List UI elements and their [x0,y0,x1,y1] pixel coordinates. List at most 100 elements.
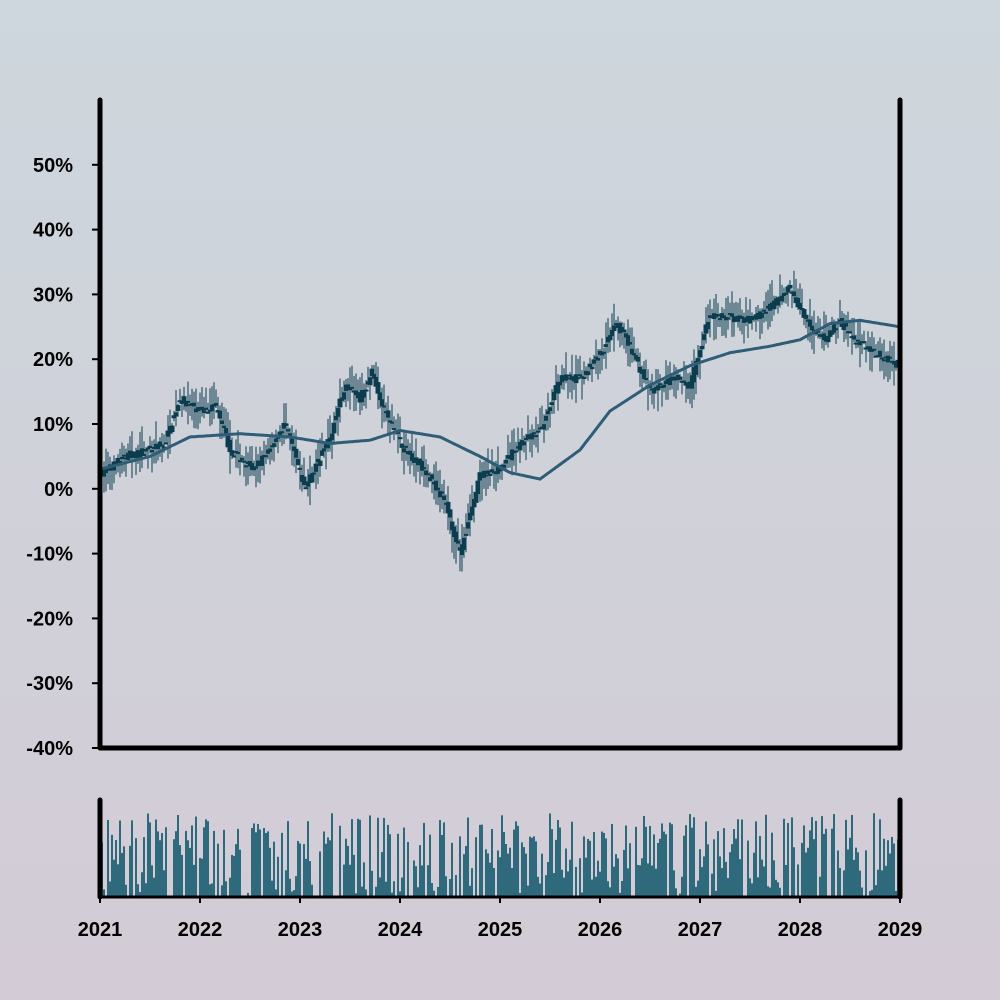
volume-bar [847,849,849,897]
candle-body [101,469,107,477]
candle-body [545,410,551,415]
volume-bar [247,892,249,897]
candle-body [469,506,475,516]
volume-bar [801,842,803,897]
candle-body [847,331,853,334]
candle-body [173,412,179,417]
volume-bar [675,888,677,897]
candle-body [807,319,813,327]
candle-body [799,308,805,311]
candle-body [361,390,367,398]
candle-body [349,386,355,389]
y-tick-label: 0% [44,479,73,501]
candle-body [331,422,337,434]
candle-body [529,433,535,440]
candle-body [437,491,443,498]
volume-bar [481,824,483,897]
candle-body [565,377,571,380]
volume-bar [607,881,609,897]
volume-bar [431,883,433,897]
volume-bar [793,847,795,897]
volume-bar [593,832,595,897]
volume-bar [379,877,381,897]
volume-bar [115,840,117,897]
candle-body [267,448,273,452]
volume-bar [565,848,567,897]
volume-bar [251,828,253,897]
candle-body [829,332,835,335]
volume-bar [237,828,239,897]
candle-body [761,309,767,312]
volume-bar [137,884,139,897]
candle-body [543,415,549,421]
candle-body [425,473,431,476]
candle-body [791,291,797,297]
volume-bar [639,865,641,897]
candle-body [635,356,641,362]
volume-bar [641,858,643,897]
candle-body [209,404,215,412]
candle-body [625,335,631,346]
volume-bar [617,858,619,897]
candle-body [549,402,555,406]
volume-bar [311,884,313,897]
candle-body [377,392,383,401]
volume-bar [401,877,403,897]
volume-bar [845,819,847,897]
candle-body [531,432,537,435]
volume-bar [653,834,655,897]
volume-bar [759,835,761,897]
volume-bar [893,843,895,897]
candle-body [867,346,873,352]
volume-bar [557,820,559,897]
volume-bar [671,824,673,897]
candle-body [145,447,151,450]
y-tick-label: 30% [33,284,73,306]
volume-bar [843,870,845,897]
candle-body [435,487,441,491]
volume-bar [717,831,719,897]
volume-bar [807,847,809,897]
candle-body [513,450,519,453]
volume-bar [563,877,565,897]
candle-body [809,325,815,331]
candle-body [157,441,163,447]
candle-body [219,420,225,424]
candle-body [869,349,875,352]
volume-bar [895,890,897,897]
volume-bar [737,819,739,897]
volume-bar [545,875,547,897]
volume-bar [753,852,755,897]
volume-bar [327,837,329,897]
volume-bar [503,832,505,897]
volume-bar [465,845,467,897]
candle-body [569,376,575,381]
volume-bar [851,814,853,897]
volume-bar [377,817,379,897]
candle-body [297,467,303,470]
candle-body [667,377,673,386]
volume-bar [535,841,537,897]
candle-body [419,460,425,471]
volume-bar [685,825,687,897]
candle-body [651,388,657,394]
volume-bar [189,847,191,897]
volume-bar [305,858,307,897]
volume-bar [309,861,311,897]
volume-bar [455,875,457,897]
candle-body [163,442,169,445]
volume-bar [647,863,649,897]
candle-body [509,449,515,461]
candle-body [235,451,241,454]
candle-body [313,463,319,472]
volume-bar [703,856,705,897]
volume-bar [117,864,119,897]
candle-body [195,407,201,412]
candle-body [763,311,769,314]
volume-bar [141,872,143,897]
volume-bar [393,881,395,897]
candle-body [319,450,325,456]
candle-body [223,428,229,436]
volume-bar [661,823,663,897]
